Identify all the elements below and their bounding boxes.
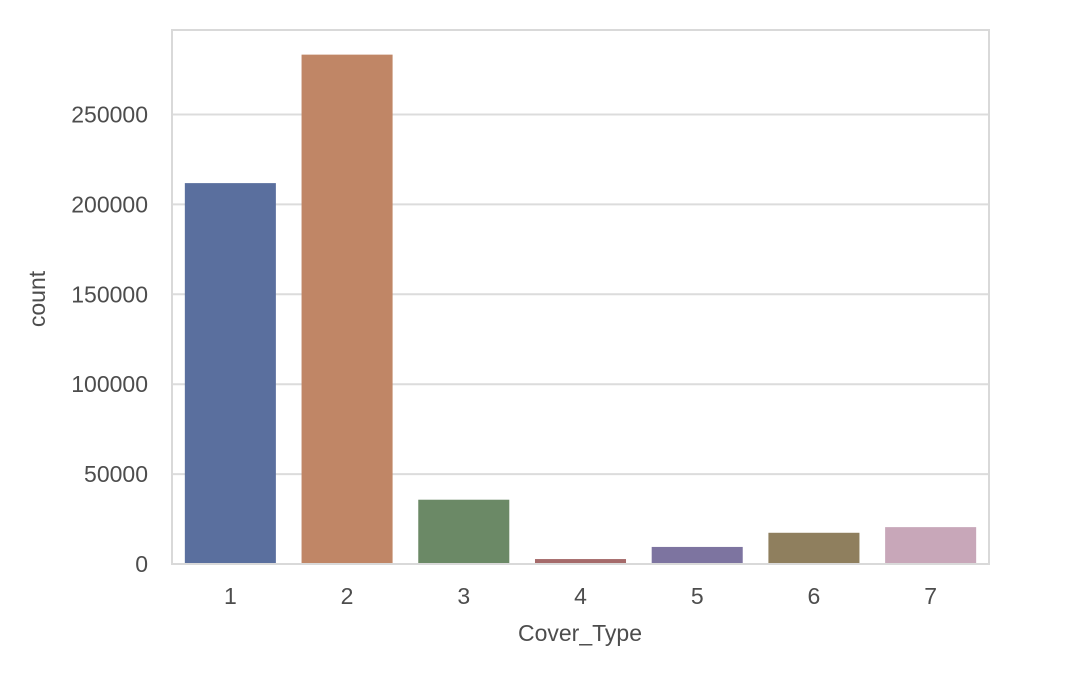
- x-tick-label: 6: [808, 583, 821, 609]
- bars: [184, 54, 977, 564]
- x-tick-label: 4: [574, 583, 587, 609]
- y-tick-label: 50000: [84, 461, 148, 487]
- plot-frame: [171, 29, 990, 565]
- x-tick-label: 2: [341, 583, 354, 609]
- y-tick-label: 100000: [71, 371, 148, 397]
- bar-cover-type-2: [301, 54, 393, 564]
- x-tick-label: 3: [457, 583, 470, 609]
- bar-cover-type-6: [768, 532, 860, 564]
- x-tick-label: 1: [224, 583, 237, 609]
- y-tick-labels: 0 50000 100000 150000 200000 250000: [71, 102, 148, 577]
- y-tick-label: 0: [135, 551, 148, 577]
- y-tick-label: 250000: [71, 102, 148, 128]
- bar-cover-type-7: [885, 527, 977, 564]
- bar-cover-type-3: [418, 499, 510, 564]
- y-tick-label: 150000: [71, 281, 148, 307]
- x-tick-labels: 1 2 3 4 5 6 7: [224, 583, 937, 609]
- y-axis-title: count: [24, 270, 50, 327]
- x-tick-label: 5: [691, 583, 704, 609]
- y-tick-label: 200000: [71, 191, 148, 217]
- bar-cover-type-1: [184, 183, 276, 564]
- x-tick-label: 7: [924, 583, 937, 609]
- x-axis-title: Cover_Type: [518, 620, 642, 646]
- bar-cover-type-5: [651, 546, 743, 564]
- gridlines: [172, 113, 989, 476]
- bar-cover-type-4: [534, 559, 627, 564]
